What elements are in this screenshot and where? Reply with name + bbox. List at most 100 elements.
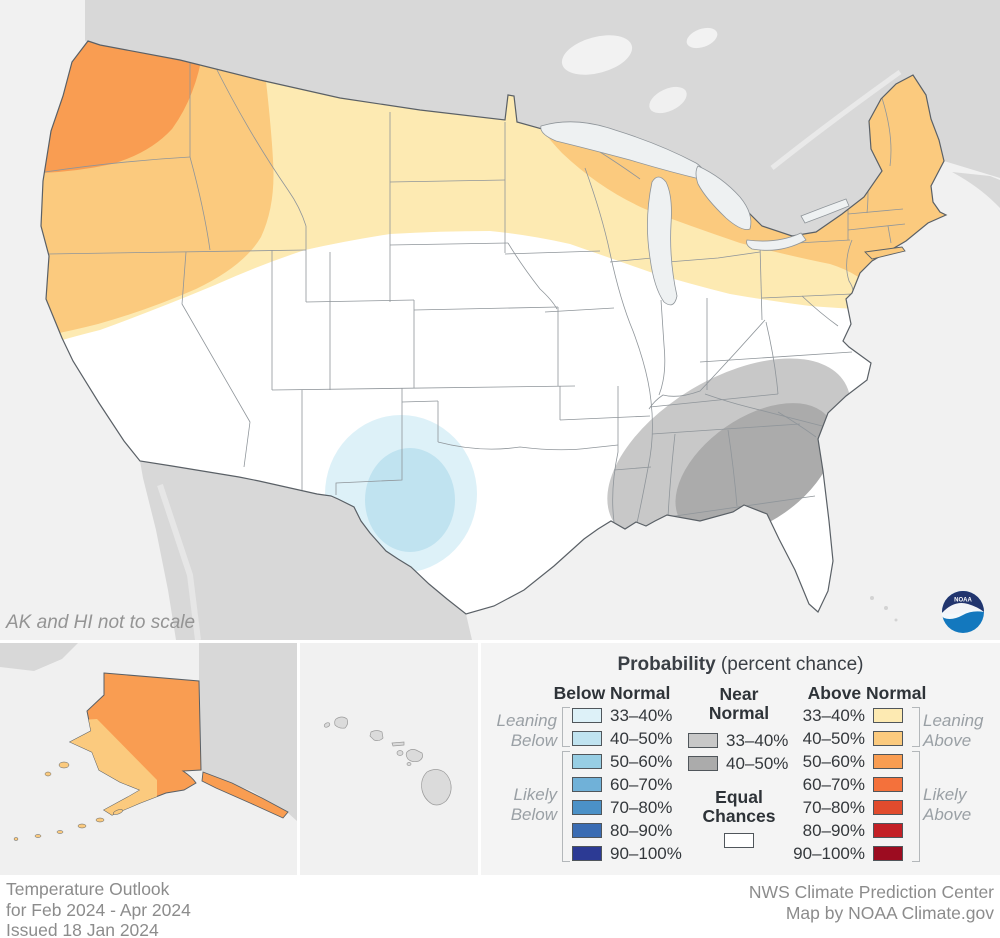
below-normal-header: Below Normal xyxy=(553,683,671,703)
island-hawaii xyxy=(421,769,452,806)
bahamas-islands xyxy=(870,596,898,622)
island-niihau xyxy=(323,722,331,728)
legend-row: 60–70% xyxy=(572,773,682,796)
legend-swatch xyxy=(572,777,602,792)
legend-swatch xyxy=(873,708,903,723)
legend-title-bold: Probability xyxy=(617,654,716,675)
hawaii-inset xyxy=(300,643,478,875)
island-kauai xyxy=(334,716,349,729)
aleutian-islands xyxy=(13,761,123,841)
legend-swatch xyxy=(572,800,602,815)
outlook-caption-line3: Issued 18 Jan 2024 xyxy=(6,920,159,938)
legend-range: 33–40% xyxy=(610,705,673,725)
outlook-caption-line1: Temperature Outlook xyxy=(6,879,170,899)
below-normal-40-50-region xyxy=(365,448,455,552)
legend-row: 40–50% xyxy=(572,727,682,750)
long-island xyxy=(864,246,906,260)
legend-row: 33–40% xyxy=(789,704,903,727)
lake-michigan xyxy=(647,176,678,306)
equal-chances-swatch xyxy=(724,833,754,848)
below-normal-scale: 33–40% 40–50% 50–60% 60–70% 70–80% 80–90% 90–1… xyxy=(572,704,682,865)
alaska-panhandle xyxy=(201,771,289,819)
above-normal-scale: 33–40% 40–50% 50–60% 60–70% 70–80% 80–90% 90–1… xyxy=(789,704,903,865)
legend-swatch xyxy=(572,846,602,861)
legend-title-rest: (percent chance) xyxy=(715,654,864,675)
near-normal-40-50-region xyxy=(675,403,835,537)
legend-row: 50–60% xyxy=(789,750,903,773)
legend-swatch xyxy=(572,754,602,769)
legend-swatch xyxy=(572,731,602,746)
lake-erie xyxy=(746,232,807,251)
noaa-logo: NOAA xyxy=(941,591,984,633)
island-oahu xyxy=(369,730,384,742)
conus-outlook-map: NOAA xyxy=(0,0,1000,640)
legend-range: 60–70% xyxy=(802,774,865,794)
legend-row: 80–90% xyxy=(572,819,682,842)
state-borders xyxy=(44,62,906,524)
legend-swatch xyxy=(572,708,602,723)
legend-range: 90–100% xyxy=(793,843,865,863)
leaning-below-label: Leaning Below xyxy=(496,711,557,750)
island-kahoolawe xyxy=(406,762,412,766)
outlook-caption-line2: for Feb 2024 - Apr 2024 xyxy=(6,899,191,920)
legend-range: 70–80% xyxy=(610,797,673,817)
legend-row: 33–40% xyxy=(572,704,682,727)
legend-row: 40–50% xyxy=(688,752,788,775)
equal-chances-label: Equal Chances xyxy=(702,787,776,826)
legend-swatch xyxy=(572,823,602,838)
likely-below-label: Likely Below xyxy=(510,785,557,824)
lake-ontario xyxy=(800,198,850,224)
island-lanai xyxy=(396,750,404,756)
legend-row: 60–70% xyxy=(789,773,903,796)
lake-huron xyxy=(695,165,752,230)
near-normal-header: Near Normal xyxy=(708,684,770,723)
st-lawrence-river xyxy=(770,69,902,170)
legend-range: 80–90% xyxy=(802,820,865,840)
legend-title: Probability (percent chance) xyxy=(481,654,1000,676)
legend-row: 80–90% xyxy=(789,819,903,842)
above-normal-header: Above Normal xyxy=(807,683,927,703)
us-outline xyxy=(40,40,948,615)
likely-above-label: Likely Above xyxy=(923,785,972,824)
legend-range: 80–90% xyxy=(610,820,673,840)
legend-row: 70–80% xyxy=(789,796,903,819)
hawaiian-islands xyxy=(323,716,452,806)
legend-swatch xyxy=(873,731,903,746)
legend-swatch xyxy=(873,823,903,838)
legend-swatch xyxy=(688,733,718,748)
mexico-region xyxy=(140,461,472,640)
legend-range: 33–40% xyxy=(802,705,865,725)
source-credit-line1: NWS Climate Prediction Center xyxy=(748,882,994,902)
legend-range: 70–80% xyxy=(802,797,865,817)
source-credit-line2: Map by NOAA Climate.gov xyxy=(785,903,994,923)
legend-range: 40–50% xyxy=(726,753,789,773)
legend-range: 33–40% xyxy=(726,730,789,750)
probability-legend: Probability (percent chance) Below Norma… xyxy=(481,643,1000,875)
likely-above-bracket xyxy=(912,751,920,862)
legend-range: 50–60% xyxy=(610,751,673,771)
scale-note: AK and HI not to scale xyxy=(6,612,196,633)
island-molokai xyxy=(391,741,405,747)
leaning-above-bracket xyxy=(912,707,920,747)
outlook-caption: Temperature Outlook for Feb 2024 - Apr 2… xyxy=(6,879,191,938)
legend-range: 40–50% xyxy=(802,728,865,748)
alaska-inset xyxy=(0,643,297,875)
legend-swatch xyxy=(873,754,903,769)
legend-range: 40–50% xyxy=(610,728,673,748)
legend-row: 40–50% xyxy=(789,727,903,750)
leaning-below-bracket xyxy=(562,707,570,747)
canada-region-ak xyxy=(199,643,297,821)
legend-row: 50–60% xyxy=(572,750,682,773)
legend-range: 50–60% xyxy=(802,751,865,771)
legend-row: 70–80% xyxy=(572,796,682,819)
likely-below-bracket xyxy=(562,751,570,862)
legend-swatch xyxy=(873,846,903,861)
canada-region xyxy=(85,0,1000,236)
source-credit: NWS Climate Prediction Center Map by NOA… xyxy=(749,882,994,924)
legend-row: 90–100% xyxy=(789,842,903,865)
legend-row: 33–40% xyxy=(688,729,788,752)
legend-range: 60–70% xyxy=(610,774,673,794)
legend-swatch xyxy=(688,756,718,771)
footer: Temperature Outlook for Feb 2024 - Apr 2… xyxy=(0,875,1000,938)
